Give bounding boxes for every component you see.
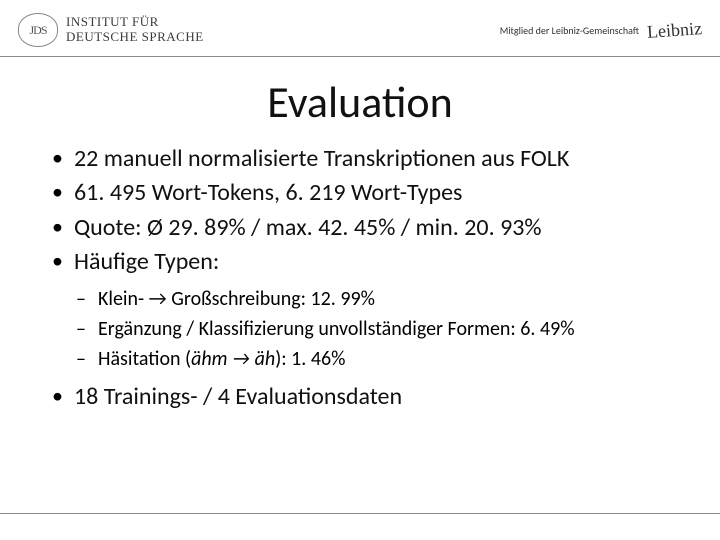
- slide-title: Evaluation: [0, 75, 720, 129]
- institute-monogram-icon: JDS: [18, 13, 58, 47]
- bullet-item: 22 manuell normalisierte Transkriptionen…: [52, 143, 680, 175]
- sub-bullet-list: Klein- → Großschreibung: 12. 99% Ergänzu…: [52, 285, 680, 373]
- hesitation-suffix: ): 1. 46%: [275, 347, 345, 371]
- hesitation-italic: ähm → äh: [191, 347, 275, 371]
- affiliation-block: Mitglied der Leibniz-Gemeinschaft Leibni…: [500, 20, 702, 41]
- membership-text: Mitglied der Leibniz-Gemeinschaft: [500, 24, 639, 37]
- institute-name-line1: INSTITUT FÜR: [66, 15, 204, 30]
- sub-bullet-item-hesitation: Häsitation (ähm → äh): 1. 46%: [52, 345, 680, 373]
- institute-name-line2: DEUTSCHE SPRACHE: [66, 30, 204, 45]
- sub-bullet-item: Klein- → Großschreibung: 12. 99%: [52, 285, 680, 313]
- sub-bullet-item: Ergänzung / Klassifizierung unvollständi…: [52, 315, 680, 343]
- institute-name: INSTITUT FÜR DEUTSCHE SPRACHE: [66, 15, 204, 45]
- main-bullet-list: 22 manuell normalisierte Transkriptionen…: [52, 143, 680, 279]
- main-bullet-list-2: 18 Trainings- / 4 Evaluationsdaten: [52, 381, 680, 413]
- institute-logo-block: JDS INSTITUT FÜR DEUTSCHE SPRACHE: [18, 13, 204, 47]
- footer-divider: [0, 513, 720, 514]
- bullet-item: 18 Trainings- / 4 Evaluationsdaten: [52, 381, 680, 413]
- slide-header: JDS INSTITUT FÜR DEUTSCHE SPRACHE Mitgli…: [0, 0, 720, 56]
- bullet-item: Quote: Ø 29. 89% / max. 42. 45% / min. 2…: [52, 212, 680, 244]
- footer-divider-wrap: [0, 513, 720, 514]
- slide-body: 22 manuell normalisierte Transkriptionen…: [0, 143, 720, 413]
- header-divider: [0, 56, 720, 57]
- bullet-item: Häufige Typen:: [52, 246, 680, 278]
- hesitation-prefix: Häsitation (: [98, 347, 191, 371]
- leibniz-logo-icon: Leibniz: [646, 18, 702, 43]
- bullet-item: 61. 495 Wort-Tokens, 6. 219 Wort-Types: [52, 177, 680, 209]
